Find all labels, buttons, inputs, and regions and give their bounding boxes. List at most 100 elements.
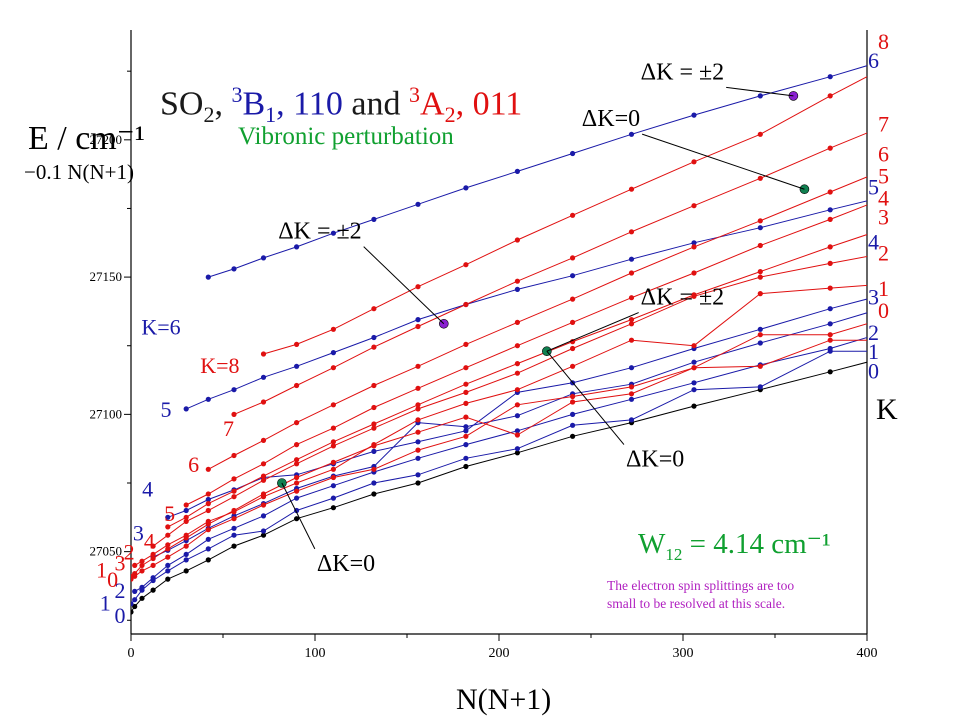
- data-point: [371, 344, 377, 350]
- data-point: [371, 480, 377, 486]
- data-point: [371, 421, 377, 427]
- data-point: [570, 212, 576, 218]
- data-point: [260, 473, 267, 479]
- k-label-right: 2: [868, 320, 879, 345]
- k-label-right: 1: [878, 276, 889, 301]
- data-point: [757, 93, 763, 99]
- series-line-A2-K6: [208, 176, 867, 470]
- data-point: [463, 262, 469, 268]
- data-point: [628, 396, 635, 402]
- data-point: [570, 319, 576, 325]
- data-point: [628, 321, 635, 327]
- k-label-right: 0: [878, 298, 889, 323]
- k-label-left: 5: [164, 501, 175, 526]
- annotation-label: ΔK=0: [582, 106, 640, 132]
- data-point: [514, 286, 521, 292]
- data-point: [183, 551, 189, 558]
- data-point: [463, 381, 469, 387]
- data-point: [330, 365, 336, 371]
- data-point: [570, 393, 576, 400]
- data-point: [165, 542, 171, 548]
- data-point: [415, 317, 421, 323]
- k-label-left: 3: [114, 551, 125, 576]
- data-point: [827, 369, 833, 375]
- data-point: [691, 387, 697, 393]
- data-point: [330, 402, 336, 408]
- chart-subtitle: Vibronic perturbation: [238, 123, 454, 150]
- data-point: [294, 474, 300, 481]
- data-point: [150, 555, 156, 562]
- data-point: [205, 491, 211, 497]
- data-point: [757, 384, 763, 390]
- data-point: [260, 532, 267, 538]
- k-label-left: 4: [142, 476, 153, 501]
- data-point: [691, 365, 697, 371]
- k-label-left: K=8: [200, 353, 239, 378]
- data-point: [691, 270, 697, 276]
- data-point: [165, 514, 171, 520]
- data-point: [183, 568, 189, 574]
- data-point: [757, 225, 763, 231]
- series-line-B1-K5: [186, 200, 867, 410]
- data-point: [132, 603, 138, 610]
- data-point: [463, 400, 469, 406]
- data-point: [463, 424, 469, 430]
- data-point: [330, 466, 336, 472]
- data-point: [757, 175, 763, 181]
- data-point: [231, 476, 237, 482]
- data-point: [371, 491, 377, 497]
- annotation-leader: [281, 482, 316, 550]
- y-tick-label: 27150: [90, 269, 123, 284]
- data-point: [231, 494, 237, 500]
- data-point: [628, 391, 635, 397]
- data-point: [415, 402, 421, 408]
- data-point: [463, 463, 469, 470]
- data-point: [757, 332, 763, 338]
- y-tick-label: 27100: [90, 406, 123, 421]
- coupling-constant-label: W12 = 4.14 cm⁻¹: [638, 528, 831, 564]
- data-point: [294, 488, 300, 494]
- data-point: [415, 472, 421, 478]
- data-point: [827, 93, 833, 99]
- data-point: [205, 466, 211, 472]
- data-point: [827, 216, 833, 222]
- data-point: [330, 439, 336, 445]
- data-point: [628, 417, 635, 423]
- series-line-A2-K5: [185, 204, 867, 506]
- data-point: [757, 340, 763, 346]
- data-point: [371, 306, 377, 312]
- data-point: [371, 382, 377, 389]
- data-point: [827, 74, 833, 80]
- data-point: [514, 413, 521, 419]
- data-point: [570, 422, 576, 428]
- data-point: [691, 403, 697, 409]
- data-point: [371, 216, 377, 222]
- data-point: [628, 256, 635, 262]
- data-point: [330, 350, 336, 356]
- data-point: [371, 425, 377, 431]
- k-label-left: 1: [96, 557, 107, 582]
- data-point: [628, 229, 635, 235]
- data-point: [827, 145, 833, 151]
- data-point: [165, 546, 171, 552]
- data-point: [150, 543, 156, 549]
- data-point: [330, 495, 336, 501]
- data-point: [205, 546, 211, 552]
- note-line-1: The electron spin splittings are too: [607, 578, 795, 593]
- data-point: [827, 306, 833, 312]
- data-point: [757, 131, 763, 137]
- data-point: [139, 562, 145, 569]
- data-point: [827, 207, 833, 213]
- data-point: [294, 480, 300, 486]
- k-label-right: 4: [868, 229, 879, 254]
- data-point: [294, 420, 300, 426]
- data-point: [183, 406, 189, 412]
- x-tick-label: 0: [128, 646, 135, 661]
- data-point: [570, 433, 576, 439]
- k-label-right: 6: [878, 142, 889, 167]
- y-tick-label: 27200: [90, 132, 123, 147]
- data-point: [330, 230, 336, 236]
- data-point: [165, 576, 171, 582]
- data-point: [150, 587, 156, 593]
